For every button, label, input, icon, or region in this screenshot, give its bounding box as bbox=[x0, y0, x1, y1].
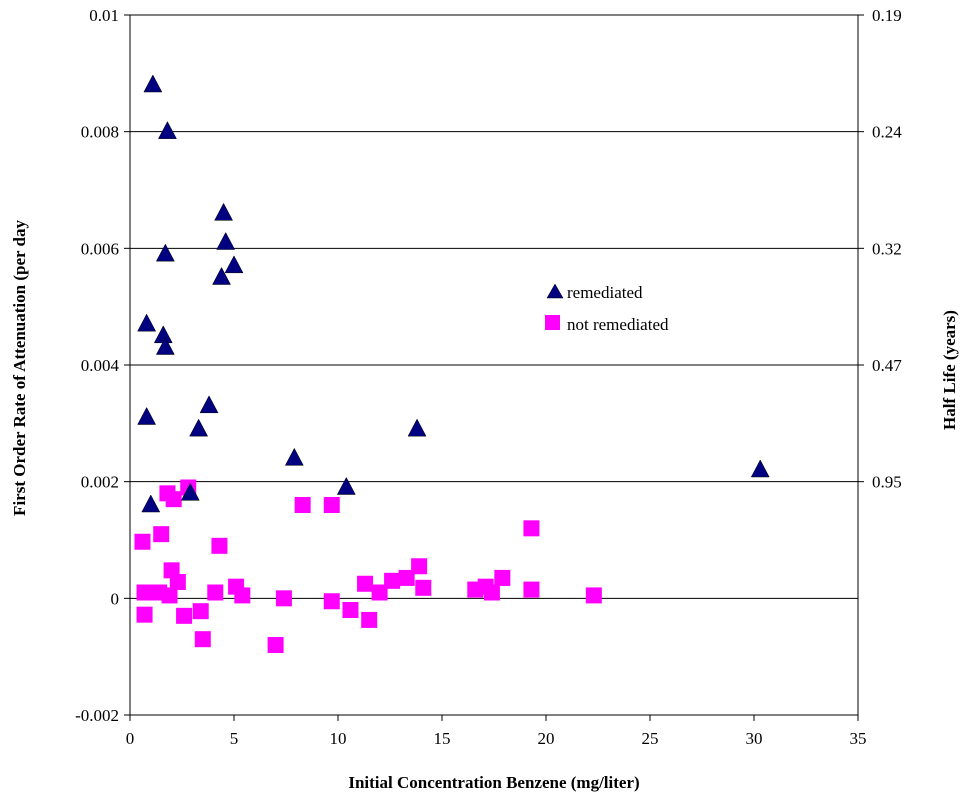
y-tick-label: 0 bbox=[111, 589, 120, 608]
y-tick-label: 0.01 bbox=[89, 6, 119, 25]
x-tick-label: 20 bbox=[538, 729, 555, 748]
remediated-point bbox=[137, 406, 157, 425]
not-remediated-point bbox=[136, 606, 153, 623]
y-axis: -0.002 0 0.002 0.004 0.006 0.008 0.01 bbox=[75, 6, 130, 725]
y2-tick-label: 0.32 bbox=[872, 239, 902, 258]
y2-tick-label: 0.24 bbox=[872, 123, 902, 142]
y2-tick-label: 0.19 bbox=[872, 6, 902, 25]
not-remediated-point bbox=[371, 584, 388, 601]
not-remediated-point bbox=[207, 584, 224, 601]
remediated-point bbox=[137, 313, 157, 332]
y-tick-label: 0.004 bbox=[81, 356, 120, 375]
y-axis-title: First Order Rate of Attenuation (per day bbox=[10, 220, 29, 516]
not-remediated-point bbox=[411, 558, 428, 575]
remediated-point bbox=[189, 418, 209, 437]
x-tick-label: 35 bbox=[850, 729, 867, 748]
not-remediated-point bbox=[384, 572, 401, 589]
x-tick-label: 10 bbox=[330, 729, 347, 748]
remediated-point bbox=[155, 336, 175, 355]
not-remediated-point bbox=[136, 584, 153, 601]
not-remediated-point bbox=[585, 587, 602, 604]
legend-marker-remediated bbox=[546, 283, 564, 299]
x-tick-label: 15 bbox=[434, 729, 451, 748]
remediated-point bbox=[214, 202, 234, 221]
remediated-point bbox=[155, 243, 175, 262]
remediated-point bbox=[158, 121, 177, 139]
not-remediated-point bbox=[523, 581, 540, 598]
y2-axis: 0.95 0.47 0.32 0.24 0.19 bbox=[858, 6, 902, 492]
x-tick-label: 5 bbox=[230, 729, 239, 748]
remediated-point bbox=[199, 395, 219, 414]
remediated-point bbox=[153, 325, 173, 344]
not-remediated-point bbox=[134, 533, 151, 550]
remediated-point bbox=[180, 482, 200, 501]
remediated-point bbox=[216, 231, 236, 250]
not-remediated-point bbox=[361, 611, 378, 628]
y-tick-label: 0.002 bbox=[81, 473, 119, 492]
remediated-point bbox=[141, 494, 161, 513]
legend: remediated not remediated bbox=[545, 283, 669, 334]
remediated-point bbox=[212, 266, 231, 285]
remediated-point bbox=[750, 459, 770, 478]
y-tick-label: 0.006 bbox=[81, 239, 119, 258]
not-remediated-point bbox=[194, 631, 211, 648]
x-axis-title: Initial Concentration Benzene (mg/liter) bbox=[348, 773, 639, 792]
not-remediated-point bbox=[342, 602, 359, 618]
not-remediated-point bbox=[161, 587, 178, 604]
remediated-point bbox=[284, 447, 304, 466]
not-remediated-point bbox=[494, 569, 511, 586]
not-remediated-point bbox=[267, 637, 284, 653]
not-remediated-point bbox=[398, 569, 415, 586]
x-tick-label: 30 bbox=[746, 729, 763, 748]
not-remediated-point bbox=[211, 537, 228, 554]
not-remediated-point bbox=[523, 520, 540, 537]
legend-label-remediated: remediated bbox=[567, 283, 643, 302]
not-remediated-point bbox=[192, 603, 209, 620]
not-remediated-point bbox=[153, 526, 170, 543]
not-remediated-point bbox=[169, 574, 186, 590]
remediated-point bbox=[224, 255, 244, 274]
not-remediated-point bbox=[323, 497, 340, 513]
not-remediated-point bbox=[165, 491, 182, 508]
y-tick-label: -0.002 bbox=[75, 706, 119, 725]
legend-marker-not-remediated bbox=[545, 315, 560, 330]
y2-tick-label: 0.47 bbox=[872, 356, 902, 375]
x-axis: 0 5 10 15 20 25 30 35 bbox=[126, 715, 867, 748]
not-remediated-point bbox=[357, 575, 374, 592]
gridlines bbox=[130, 131, 858, 599]
not-remediated-point bbox=[323, 593, 340, 610]
remediated-point bbox=[143, 74, 163, 93]
legend-label-not-remediated: not remediated bbox=[567, 315, 669, 334]
not-remediated-point bbox=[415, 579, 432, 596]
x-tick-label: 0 bbox=[126, 729, 135, 748]
not-remediated-point bbox=[483, 584, 500, 601]
data-points bbox=[134, 74, 770, 653]
y-tick-label: 0.008 bbox=[81, 123, 119, 142]
y2-tick-label: 0.95 bbox=[872, 473, 902, 492]
remediated-point bbox=[407, 418, 427, 437]
not-remediated-point bbox=[294, 497, 311, 513]
remediated-point bbox=[336, 476, 356, 495]
y2-axis-title: Half Life (years) bbox=[940, 310, 959, 430]
not-remediated-point bbox=[176, 607, 193, 624]
x-tick-label: 25 bbox=[642, 729, 659, 748]
not-remediated-point bbox=[275, 590, 292, 607]
not-remediated-point bbox=[234, 587, 251, 604]
